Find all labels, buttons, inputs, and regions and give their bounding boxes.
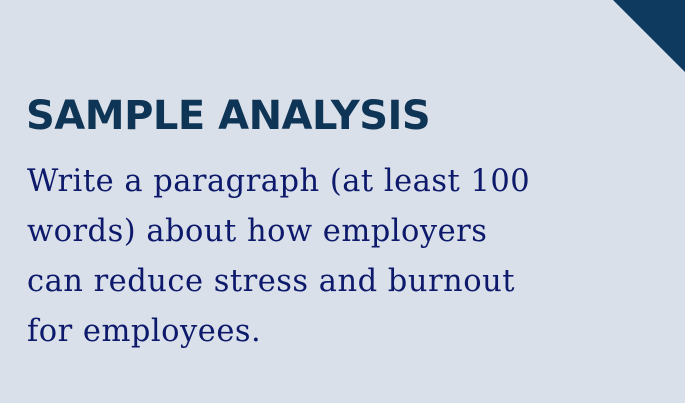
prompt-line-3: can reduce stress and burnout [27,264,515,299]
prompt-line-2: words) about how employers [27,214,488,249]
prompt-line-4: for employees. [27,314,262,349]
corner-accent-triangle [613,0,685,72]
prompt-paragraph: Write a paragraph (at least 100 words) a… [27,157,677,357]
prompt-line-1: Write a paragraph (at least 100 [27,164,531,199]
slide-title: SAMPLE ANALYSIS [26,93,431,139]
